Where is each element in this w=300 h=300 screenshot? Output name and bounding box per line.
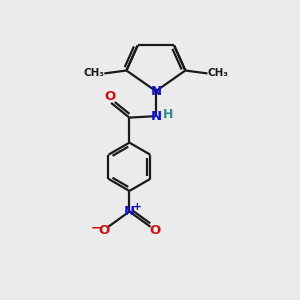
Text: CH₃: CH₃ (84, 68, 105, 78)
Text: +: + (133, 202, 142, 212)
Text: −: − (91, 222, 101, 235)
Text: CH₃: CH₃ (207, 68, 228, 78)
Text: N: N (150, 85, 161, 98)
Text: N: N (150, 110, 161, 123)
Text: O: O (98, 224, 110, 237)
Text: O: O (104, 90, 115, 103)
Text: H: H (163, 108, 173, 121)
Text: N: N (124, 205, 135, 218)
Text: O: O (149, 224, 161, 237)
